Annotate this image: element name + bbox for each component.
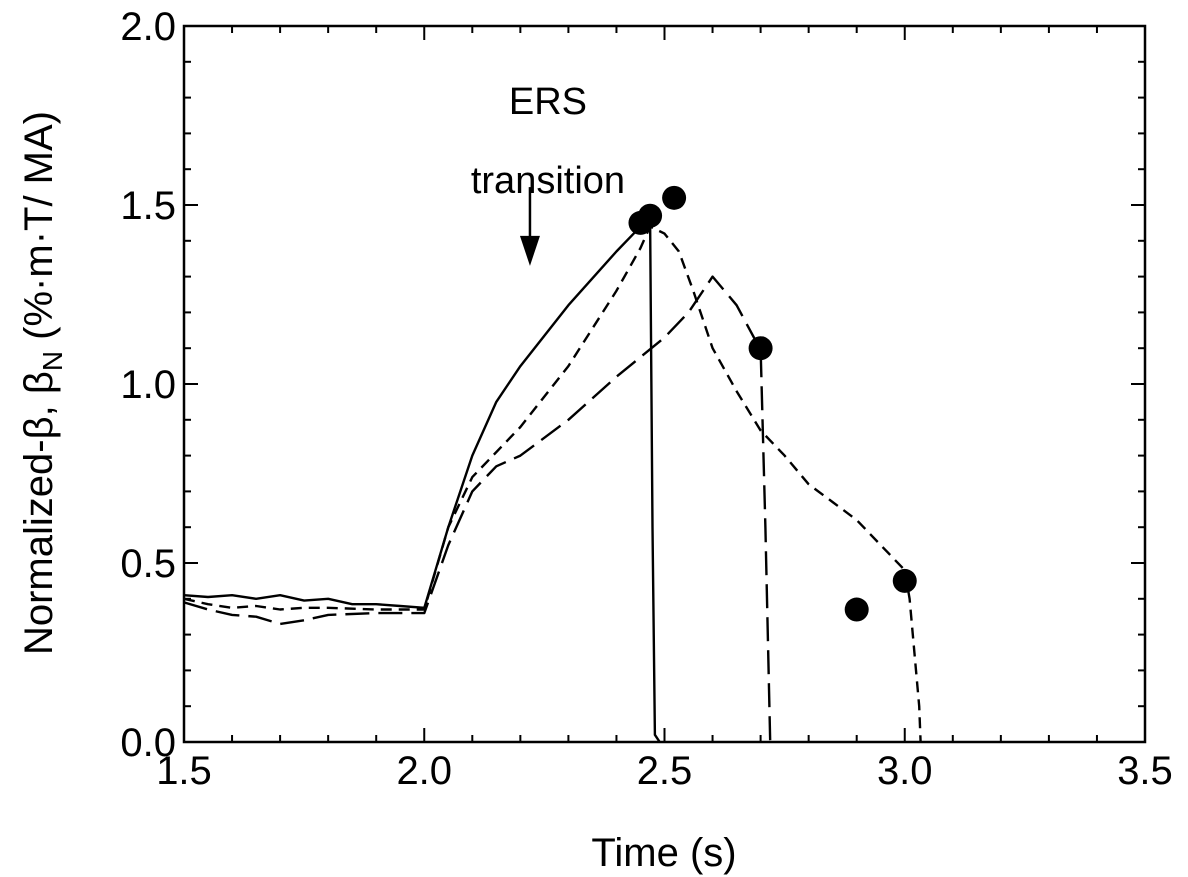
x-tick-label: 2.5 [637,749,693,793]
series-line-solid [183,218,661,743]
data-point-marker [638,203,663,228]
y-axis-label-sub: N [37,351,68,371]
axis-ticks [183,25,1146,743]
y-tick-label: 1.5 [120,184,176,228]
tick-labels: 1.5 2.0 2.5 3.0 3.5 0.0 0.5 1.0 1.5 2.0 [120,5,1172,793]
annotation-line-2: transition [471,160,625,202]
y-tick-label: 1.0 [120,363,176,407]
y-axis-label-main: Normalized-β, β [17,371,61,655]
y-tick-label: 2.0 [120,5,176,49]
ers-transition-annotation: ERS transition [471,81,625,266]
series-line-long-dashed [183,275,772,743]
annotation-line-1: ERS [509,81,587,123]
series-line-dashed [183,225,922,743]
arrow-down-icon [519,235,540,266]
data-point-marker [892,568,917,593]
y-tick-label: 0.5 [120,542,176,586]
data-point-marker [748,336,773,361]
series-group [183,218,922,743]
x-tick-label: 3.0 [877,749,933,793]
y-tick-label: 0.0 [120,721,176,765]
x-tick-label: 3.5 [1117,749,1173,793]
data-point-marker [662,185,687,210]
y-axis-label: Normalized-β, βN (%·m·T/ MA) [17,111,68,655]
markers-group [628,185,917,622]
x-axis-label: Time (s) [591,831,736,875]
data-point-marker [844,597,869,622]
x-tick-label: 2.0 [396,749,452,793]
plot-frame [182,24,1147,744]
y-axis-label-tail: (%·m·T/ MA) [17,111,61,351]
x-tick-label: 1.5 [156,749,212,793]
